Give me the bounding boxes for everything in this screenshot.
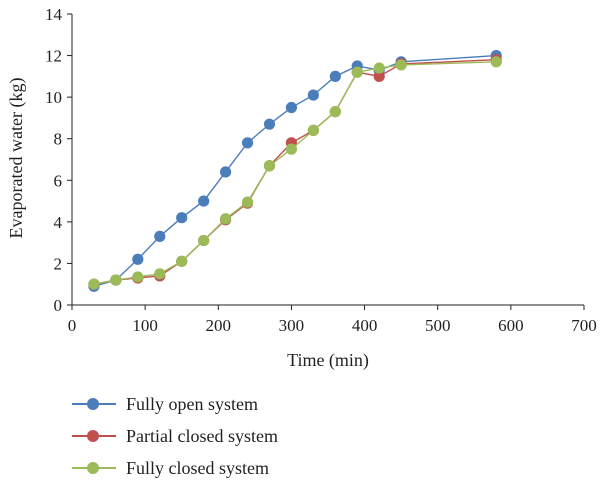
data-point — [220, 213, 232, 225]
legend-swatch-partial-closed — [72, 426, 116, 446]
y-tick-label: 8 — [54, 130, 63, 149]
legend-item-partial-closed: Partial closed system — [72, 420, 278, 452]
data-point — [176, 212, 188, 224]
data-point — [132, 253, 144, 265]
data-point — [307, 124, 319, 136]
data-point — [198, 195, 210, 207]
data-point — [490, 56, 502, 68]
series-line — [93, 59, 497, 285]
data-point — [329, 70, 341, 82]
data-point — [220, 166, 232, 178]
series-layer — [88, 49, 502, 292]
series-line — [93, 54, 497, 287]
data-point — [285, 101, 298, 114]
x-tick-label: 200 — [206, 316, 232, 335]
legend-swatch-fully-open — [72, 394, 116, 414]
data-point — [263, 118, 276, 130]
data-point — [88, 278, 100, 290]
data-point — [395, 59, 407, 71]
data-point — [263, 160, 276, 172]
data-point — [241, 137, 254, 149]
legend: Fully open system Partial closed system … — [72, 388, 278, 484]
data-point — [307, 89, 319, 101]
axes — [67, 13, 585, 310]
y-tick-label: 12 — [45, 47, 62, 66]
y-tick-label: 6 — [54, 171, 63, 190]
series-0 — [88, 49, 502, 292]
data-point — [132, 271, 144, 283]
data-point — [154, 230, 166, 243]
y-tick-label: 14 — [45, 5, 63, 24]
legend-label: Fully closed system — [126, 457, 269, 478]
data-point — [198, 234, 210, 247]
data-point — [373, 70, 385, 82]
data-point — [176, 255, 188, 267]
x-tick-label: 0 — [68, 316, 77, 335]
series-line — [93, 61, 497, 285]
x-tick-label: 400 — [352, 316, 378, 335]
series-1 — [88, 54, 502, 290]
legend-item-fully-closed: Fully closed system — [72, 452, 278, 484]
series-2 — [88, 56, 502, 290]
y-tick-label: 10 — [45, 88, 62, 107]
data-point — [329, 106, 341, 118]
x-tick-label: 700 — [571, 316, 597, 335]
legend-label: Fully open system — [126, 393, 259, 414]
y-tick-label: 2 — [54, 254, 63, 273]
data-point — [154, 268, 166, 280]
x-tick-label: 500 — [425, 316, 451, 335]
legend-item-fully-open: Fully open system — [72, 388, 278, 420]
x-tick-label: 100 — [132, 316, 158, 335]
x-tick-label: 300 — [279, 316, 305, 335]
legend-label: Partial closed system — [126, 425, 278, 446]
y-tick-label: 0 — [54, 296, 63, 315]
y-tick-label: 4 — [54, 213, 63, 232]
y-axis-title: Evaporated water (kg) — [6, 78, 27, 239]
tick-labels: 0 2 4 6 8 10 12 14 0 100 200 300 400 500 600 700 — [45, 5, 597, 335]
legend-swatch-fully-closed — [72, 458, 116, 478]
data-point — [285, 143, 298, 155]
data-point — [110, 274, 122, 286]
data-point — [373, 62, 385, 74]
x-tick-label: 600 — [498, 316, 524, 335]
x-axis-title: Time (min) — [287, 350, 369, 371]
data-point — [351, 66, 363, 78]
data-point — [241, 196, 254, 208]
